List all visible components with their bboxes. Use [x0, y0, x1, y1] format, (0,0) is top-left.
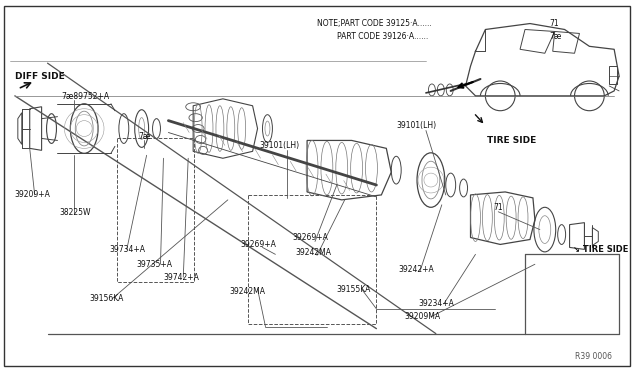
Text: R39 0006: R39 0006	[575, 352, 612, 361]
Text: 39234+A: 39234+A	[418, 299, 454, 308]
Text: 7æ: 7æ	[550, 32, 562, 41]
Text: 39242MA: 39242MA	[230, 286, 266, 295]
Bar	[609, 66, 617, 84]
Text: 39742+A: 39742+A	[163, 273, 199, 282]
Text: 39156KA: 39156KA	[89, 294, 124, 304]
Text: 39101(LH): 39101(LH)	[260, 141, 300, 150]
Text: 71: 71	[550, 19, 559, 28]
Text: 39269+A: 39269+A	[292, 233, 328, 242]
Text: 39209MA: 39209MA	[404, 312, 440, 321]
Text: 39269+A: 39269+A	[241, 240, 276, 249]
Text: 71: 71	[493, 203, 503, 212]
Text: 7æ89752+A: 7æ89752+A	[61, 92, 109, 101]
Text: 39734+A: 39734+A	[109, 245, 145, 254]
Text: 39155KA: 39155KA	[337, 285, 371, 294]
Text: 39209+A: 39209+A	[15, 190, 51, 199]
Text: 39735+A: 39735+A	[137, 260, 173, 269]
Text: 39242MA: 39242MA	[295, 248, 331, 257]
Text: 38225W: 38225W	[60, 208, 91, 217]
Text: 39242+A: 39242+A	[398, 265, 434, 274]
Bar	[117, 138, 194, 282]
Bar	[248, 195, 376, 324]
Text: ↘ TIRE SIDE: ↘ TIRE SIDE	[573, 245, 628, 254]
Text: NOTE;PART CODE 39125·A......: NOTE;PART CODE 39125·A......	[317, 19, 432, 28]
Text: 7æ: 7æ	[139, 132, 151, 141]
Text: DIFF SIDE: DIFF SIDE	[15, 71, 65, 81]
Text: PART CODE 39126·A......: PART CODE 39126·A......	[337, 32, 428, 41]
Text: TIRE SIDE: TIRE SIDE	[488, 136, 536, 145]
Text: 39101(LH): 39101(LH)	[396, 121, 436, 130]
